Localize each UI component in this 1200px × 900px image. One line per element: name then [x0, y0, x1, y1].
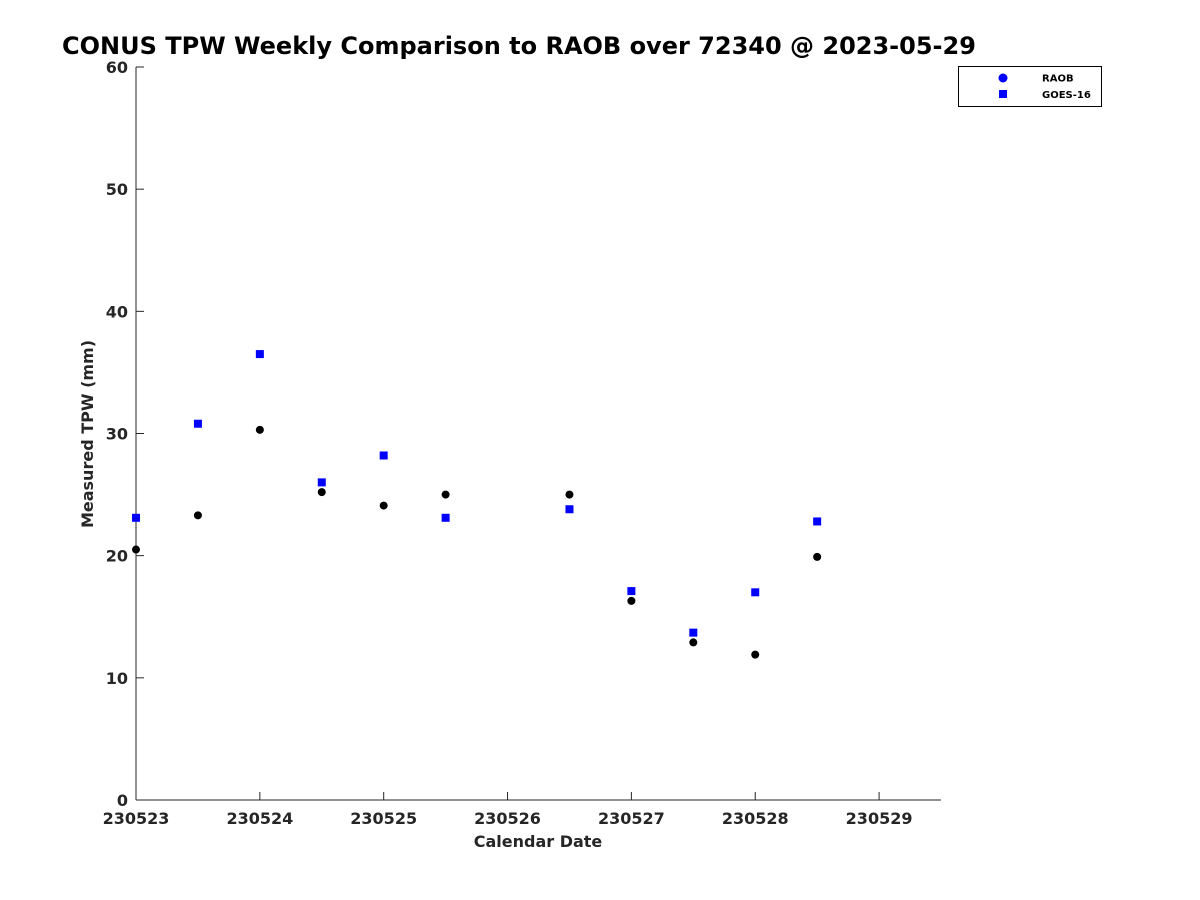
x-tick-label: 230523 [103, 809, 170, 828]
y-axis-label: Measured TPW (mm) [78, 340, 97, 528]
point-goes16 [751, 588, 760, 597]
point-goes16 [193, 419, 202, 428]
x-axis-label: Calendar Date [474, 832, 603, 851]
y-tick-label: 30 [106, 425, 128, 444]
point-goes16 [317, 478, 326, 487]
point-raob [255, 425, 264, 434]
x-tick-label: 230527 [598, 809, 665, 828]
point-goes16 [255, 350, 264, 359]
legend-marker-goes16 [999, 90, 1007, 98]
y-tick-label: 60 [106, 58, 128, 77]
legend: RAOB GOES-16 [958, 66, 1102, 107]
x-tick-label: 230524 [226, 809, 293, 828]
y-tick-label: 20 [106, 547, 128, 566]
point-goes16 [379, 451, 388, 460]
x-tick-label: 230525 [350, 809, 417, 828]
y-ticks: 0 10 20 30 40 50 60 [106, 58, 144, 810]
y-tick-label: 10 [106, 669, 128, 688]
legend-label-goes16: GOES-16 [1042, 90, 1091, 101]
legend-marker-raob [998, 73, 1008, 83]
point-raob [193, 511, 202, 520]
legend-box [958, 66, 1102, 107]
y-tick-label: 40 [106, 302, 128, 321]
data-points [132, 350, 822, 659]
point-goes16 [813, 517, 822, 526]
point-raob [379, 501, 388, 510]
point-raob [317, 488, 326, 497]
point-goes16 [565, 505, 574, 514]
point-raob [441, 490, 450, 499]
x-tick-label: 230526 [474, 809, 541, 828]
x-ticks: 230523 230524 230525 230526 230527 230528 2305… [103, 792, 913, 828]
point-goes16 [132, 513, 140, 522]
x-tick-label: 230528 [722, 809, 789, 828]
point-raob [132, 545, 140, 554]
chart-title: CONUS TPW Weekly Comparison to RAOB over… [62, 32, 976, 60]
point-raob [565, 490, 574, 499]
point-goes16 [689, 628, 698, 637]
y-tick-label: 0 [117, 791, 128, 810]
legend-label-raob: RAOB [1042, 74, 1074, 85]
x-tick-label: 230529 [846, 809, 913, 828]
point-raob [627, 596, 636, 605]
point-raob [689, 638, 698, 647]
point-goes16 [627, 587, 636, 596]
y-tick-label: 50 [106, 180, 128, 199]
point-raob [751, 650, 760, 659]
point-goes16 [441, 513, 450, 522]
point-raob [813, 552, 822, 561]
